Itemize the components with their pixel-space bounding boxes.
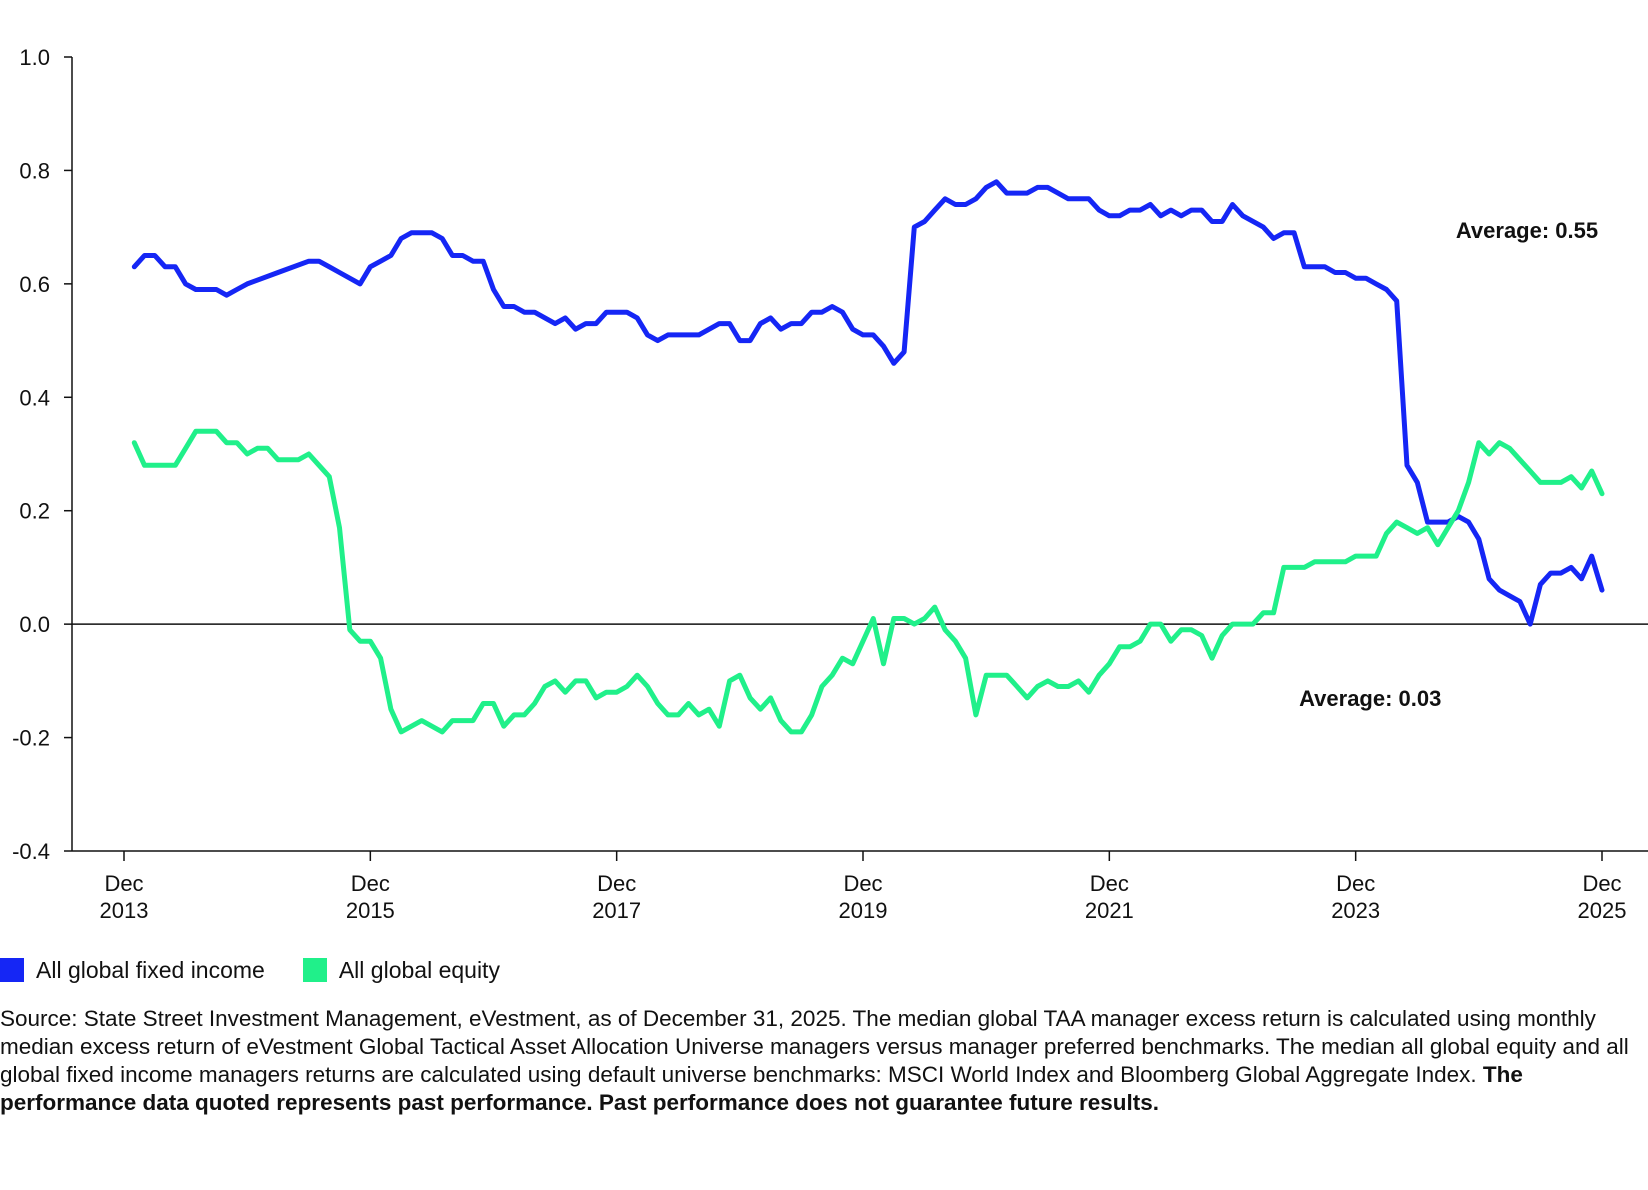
x-tick-label-month: Dec: [1336, 871, 1375, 896]
y-tick-label: -0.4: [12, 839, 50, 864]
x-tick-label-year: 2015: [346, 898, 395, 923]
source-text: Source: State Street Investment Manageme…: [0, 1006, 1629, 1087]
x-tick-label-month: Dec: [1582, 871, 1621, 896]
y-tick-label: 1.0: [19, 45, 50, 70]
annotation-fixed-income-average: Average: 0.55: [1456, 218, 1598, 243]
series-line-fixed-income: [131, 179, 1605, 627]
legend-label-fixed-income: All global fixed income: [36, 956, 265, 983]
y-tick-label: -0.2: [12, 726, 50, 751]
x-tick-label-month: Dec: [597, 871, 636, 896]
legend-swatch-fixed-income: [0, 958, 24, 982]
x-tick-label-month: Dec: [843, 871, 882, 896]
disclaimer-text: The performance data quoted represents p…: [0, 1062, 1523, 1115]
x-tick-label-month: Dec: [1090, 871, 1129, 896]
y-tick-label: 0.4: [19, 385, 50, 410]
legend-item-equity: All global equity: [302, 956, 500, 984]
legend: All global fixed income All global equit…: [0, 953, 538, 987]
legend-item-fixed-income: All global fixed income: [0, 957, 265, 984]
line-chart: -0.4-0.20.00.20.40.60.81.0Dec2013Dec2015…: [12, 45, 1648, 923]
series-line-equity: [131, 428, 1605, 735]
y-tick-label: 0.0: [19, 612, 50, 637]
x-tick-label-month: Dec: [351, 871, 390, 896]
legend-swatch-equity: [302, 958, 327, 982]
annotation-equity-average: Average: 0.03: [1299, 686, 1441, 711]
y-tick-label: 0.6: [19, 272, 50, 297]
legend-label-equity: All global equity: [338, 956, 500, 983]
x-tick-label-year: 2021: [1085, 898, 1134, 923]
x-tick-label-year: 2013: [100, 898, 149, 923]
x-tick-label-year: 2017: [592, 898, 641, 923]
source-note: Source: State Street Investment Manageme…: [0, 1005, 1640, 1117]
chart-area: -0.4 -0.2 0.0 0.2 0.4 0.6 0.8 1.0 Dec 2013 Dec 2015…: [12, 45, 1648, 923]
x-tick-label-year: 2025: [1578, 898, 1627, 923]
x-tick-label-year: 2023: [1331, 898, 1380, 923]
y-tick-label: 0.2: [19, 499, 50, 524]
x-tick-label-month: Dec: [104, 871, 143, 896]
x-tick-label-year: 2019: [839, 898, 888, 923]
y-tick-label: 0.8: [19, 158, 50, 183]
